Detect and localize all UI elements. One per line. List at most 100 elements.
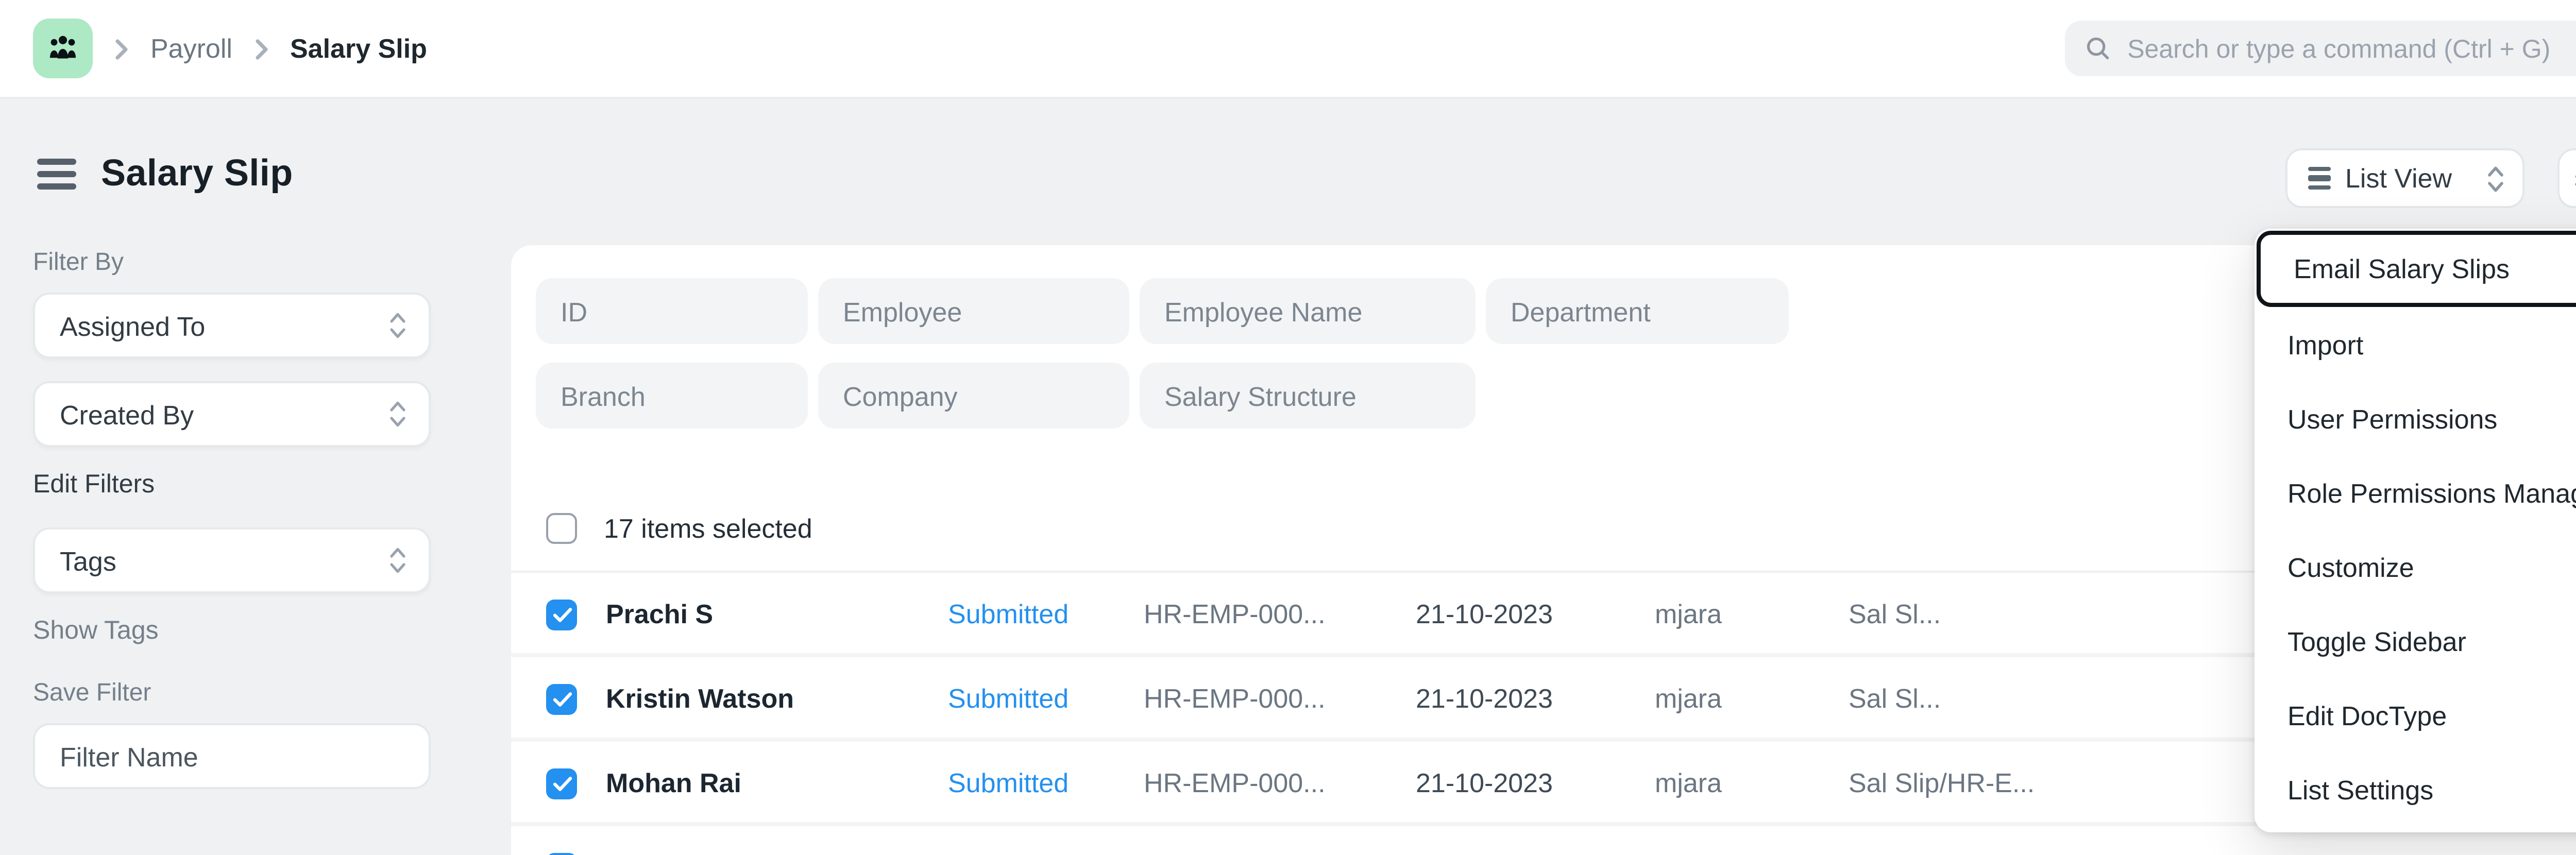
- row-owner: mjara: [1655, 851, 1722, 855]
- refresh-button[interactable]: [2557, 148, 2576, 208]
- view-selector-label: List View: [2345, 163, 2452, 194]
- page-title: Salary Slip: [101, 152, 293, 194]
- selection-bar: 17 items selected 0 of 39: [511, 486, 2576, 573]
- menu-item-label: Email Salary Slips: [2294, 253, 2510, 284]
- row-checkbox[interactable]: [546, 684, 577, 715]
- navbar: Payroll Salary Slip Help: [0, 0, 2576, 99]
- select-all-checkbox[interactable]: [546, 513, 577, 544]
- menu-item-email-salary-slips[interactable]: Email Salary Slips: [2257, 231, 2576, 307]
- row-checkbox[interactable]: [546, 768, 577, 799]
- table-row[interactable]: Kristin Watson Submitted HR-EMP-000... 2…: [511, 657, 2576, 742]
- selection-count-text: 17 items selected: [604, 513, 812, 544]
- people-icon: [49, 36, 76, 59]
- tags-label: Tags: [60, 545, 116, 576]
- filter-field-employee-name[interactable]: Employee Name: [1140, 278, 1476, 344]
- check-icon: [552, 692, 571, 707]
- navbar-right: Help A: [2065, 21, 2576, 76]
- check-icon: [552, 608, 571, 622]
- row-salary-structure: Sal Sl...: [1849, 682, 1941, 713]
- filter-field-department[interactable]: Department: [1486, 278, 1789, 344]
- filter-fields-row-2: Branch Company Salary Structure: [536, 363, 1476, 429]
- row-employee-id: HR-EMP-000...: [1144, 766, 1326, 797]
- list-view-icon: [2308, 167, 2331, 190]
- row-date: 21-10-2023: [1416, 851, 1553, 855]
- view-selector[interactable]: List View: [2285, 148, 2524, 208]
- menu-item-label: Edit DocType: [2287, 699, 2447, 730]
- select-chevrons-icon: [390, 548, 405, 573]
- row-name[interactable]: Rucha Mahabal: [606, 851, 802, 855]
- save-filter-label: Save Filter: [33, 678, 151, 707]
- assigned-to-select[interactable]: Assigned To: [33, 293, 431, 358]
- global-search[interactable]: [2065, 21, 2576, 76]
- menu-item-label: User Permissions: [2287, 403, 2498, 434]
- table-row[interactable]: Mohan Rai Submitted HR-EMP-000... 21-10-…: [511, 742, 2576, 826]
- row-status-badge: Submitted: [948, 682, 1069, 713]
- chevron-right-icon: [253, 38, 269, 59]
- tags-select[interactable]: Tags: [33, 527, 431, 593]
- row-status-badge: Submitted: [948, 766, 1069, 797]
- edit-filters-link[interactable]: Edit Filters: [33, 470, 155, 499]
- menu-item-edit-doctype[interactable]: Edit DocType: [2255, 678, 2576, 752]
- created-by-label: Created By: [60, 399, 194, 430]
- breadcrumb: Payroll Salary Slip: [33, 19, 427, 78]
- breadcrumb-salary-slip[interactable]: Salary Slip: [290, 33, 427, 64]
- menu-item-label: Import: [2287, 329, 2364, 360]
- menu-item-import[interactable]: Import: [2255, 307, 2576, 381]
- chevron-right-icon: [113, 38, 130, 59]
- row-salary-structure: Sal Slip/HR-E...: [1849, 766, 2035, 797]
- menu-item-user-permissions[interactable]: User Permissions: [2255, 381, 2576, 455]
- search-input[interactable]: [2127, 34, 2576, 63]
- row-date: 21-10-2023: [1416, 766, 1553, 797]
- row-name[interactable]: Kristin Watson: [606, 682, 794, 713]
- list-rows: Prachi S Submitted HR-EMP-000... 21-10-2…: [511, 573, 2576, 855]
- menu-dropdown: Email Salary Slips Import User Permissions…: [2255, 229, 2576, 832]
- row-date: 21-10-2023: [1416, 682, 1553, 713]
- search-icon: [2087, 37, 2110, 60]
- select-chevrons-icon: [2488, 165, 2503, 191]
- filter-name-input[interactable]: [33, 723, 431, 789]
- row-date: 21-10-2023: [1416, 597, 1553, 628]
- row-owner: mjara: [1655, 597, 1722, 628]
- filter-field-id[interactable]: ID: [536, 278, 808, 344]
- menu-item-role-permissions-manager[interactable]: Role Permissions Manager: [2255, 455, 2576, 529]
- list-view-card: ID Employee Employee Name Department Branch…: [511, 245, 2576, 855]
- menu-item-toggle-sidebar[interactable]: Toggle Sidebar⌘+K: [2255, 604, 2576, 678]
- refresh-icon: [2575, 174, 2576, 185]
- menu-item-list-settings[interactable]: List Settings: [2255, 752, 2576, 826]
- row-name[interactable]: Mohan Rai: [606, 766, 741, 797]
- list-sidebar: Filter By Assigned To Created By Edit Fi…: [33, 247, 431, 789]
- filter-field-employee[interactable]: Employee: [818, 278, 1129, 344]
- filter-by-label: Filter By: [33, 247, 124, 276]
- table-row[interactable]: Prachi S Submitted HR-EMP-000... 21-10-2…: [511, 573, 2576, 657]
- row-status-badge: Submitted: [948, 851, 1069, 855]
- filter-field-salary-structure[interactable]: Salary Structure: [1140, 363, 1476, 429]
- select-chevrons-icon: [390, 313, 405, 338]
- row-checkbox[interactable]: [546, 600, 577, 630]
- row-owner: mjara: [1655, 682, 1722, 713]
- filter-field-branch[interactable]: Branch: [536, 363, 808, 429]
- row-name[interactable]: Prachi S: [606, 597, 714, 628]
- select-chevrons-icon: [390, 401, 405, 427]
- menu-item-customize[interactable]: Customize⌘+Y: [2255, 529, 2576, 604]
- row-status-badge: Submitted: [948, 597, 1069, 628]
- row-employee-id: HR-EMP-000...: [1144, 597, 1326, 628]
- row-owner: mjara: [1655, 766, 1722, 797]
- breadcrumb-payroll[interactable]: Payroll: [150, 33, 232, 64]
- show-tags-link[interactable]: Show Tags: [33, 616, 159, 645]
- row-salary-structure: Sal Slip/HR-E...: [1849, 851, 2035, 855]
- row-employee-id: HR-EMP-000...: [1144, 851, 1326, 855]
- assigned-to-label: Assigned To: [60, 310, 206, 341]
- row-employee-id: HR-EMP-000...: [1144, 682, 1326, 713]
- table-row[interactable]: Rucha Mahabal Submitted HR-EMP-000... 21…: [511, 826, 2576, 855]
- row-checkbox[interactable]: [546, 853, 577, 855]
- filter-fields-row-1: ID Employee Employee Name Department: [536, 278, 1789, 344]
- hr-app-logo[interactable]: [33, 19, 93, 78]
- created-by-select[interactable]: Created By: [33, 381, 431, 447]
- menu-item-label: Customize: [2287, 551, 2414, 582]
- menu-item-label: Role Permissions Manager: [2287, 477, 2576, 508]
- sidebar-toggle-icon[interactable]: [37, 155, 76, 193]
- check-icon: [552, 777, 571, 791]
- filter-field-company[interactable]: Company: [818, 363, 1129, 429]
- menu-item-label: Toggle Sidebar: [2287, 625, 2466, 656]
